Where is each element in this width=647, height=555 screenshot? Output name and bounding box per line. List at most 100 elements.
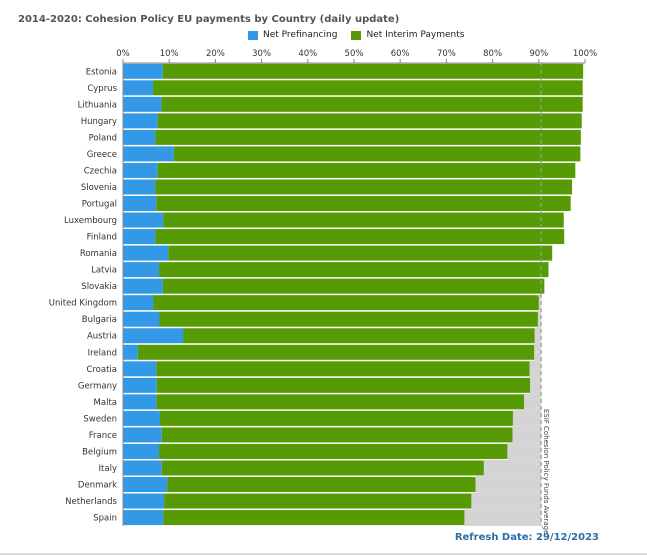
bar-net-interim-payments xyxy=(137,344,535,360)
bar-net-prefinancing xyxy=(123,361,157,377)
bar-net-interim-payments xyxy=(163,510,465,526)
legend-label-prefinancing: Net Prefinancing xyxy=(263,30,338,40)
category-label: Slovakia xyxy=(81,282,117,292)
x-tick-label: 20% xyxy=(206,49,225,59)
bar-net-interim-payments xyxy=(155,179,573,195)
average-gap-fill xyxy=(475,476,542,493)
average-gap-fill xyxy=(534,344,542,361)
bar-net-prefinancing xyxy=(123,212,164,228)
bar-net-interim-payments xyxy=(173,146,581,162)
x-tick-label: 10% xyxy=(160,49,179,59)
category-label: Slovenia xyxy=(81,183,117,193)
legend-item-prefinancing[interactable]: Net Prefinancing xyxy=(248,30,337,40)
category-label: France xyxy=(89,431,117,441)
average-gap-fill xyxy=(529,360,542,378)
bar-net-interim-payments xyxy=(163,212,564,228)
bar-net-prefinancing xyxy=(123,328,184,344)
refresh-date: Refresh Date: 29/12/2023 xyxy=(454,532,599,543)
bar-net-prefinancing xyxy=(123,460,162,476)
average-line-label: ESIF Cohesion Policy Funds Average xyxy=(542,409,550,535)
category-label: Greece xyxy=(87,150,117,160)
bar-net-prefinancing xyxy=(123,443,160,459)
average-gap-fill xyxy=(471,492,542,510)
bar-net-interim-payments xyxy=(156,196,571,212)
category-label: Hungary xyxy=(81,117,117,127)
x-tick-label: 50% xyxy=(345,49,364,59)
legend-swatch-prefinancing xyxy=(248,30,258,40)
chart-legend: Net Prefinancing Net Interim Payments xyxy=(248,30,464,40)
bar-net-prefinancing xyxy=(123,493,165,509)
average-gap-fill xyxy=(538,294,542,311)
category-label: Austria xyxy=(87,332,117,342)
bar-net-interim-payments xyxy=(162,278,545,294)
bar-net-interim-payments xyxy=(156,394,525,410)
category-label: Estonia xyxy=(86,67,117,77)
category-label: Spain xyxy=(93,514,117,524)
bar-net-interim-payments xyxy=(155,129,581,145)
bar-net-interim-payments xyxy=(168,245,553,261)
bar-net-interim-payments xyxy=(159,410,513,426)
bar-net-interim-payments xyxy=(164,493,472,509)
category-label: Latvia xyxy=(91,266,117,276)
category-label: Belgium xyxy=(82,447,117,457)
average-gap-fill xyxy=(464,509,542,526)
average-gap-fill xyxy=(483,459,542,477)
bar-net-prefinancing xyxy=(123,510,164,526)
category-label: Denmark xyxy=(78,481,117,491)
average-gap-fill xyxy=(534,327,542,345)
x-tick-label: 0% xyxy=(116,49,130,59)
category-label: Bulgaria xyxy=(82,315,117,325)
chart-title: 2014-2020: Cohesion Policy EU payments b… xyxy=(18,14,400,25)
bar-net-interim-payments xyxy=(153,295,539,311)
category-label: Italy xyxy=(99,464,117,474)
category-label: United Kingdom xyxy=(49,299,117,309)
bar-net-prefinancing xyxy=(123,146,174,162)
x-tick-label: 70% xyxy=(437,49,456,59)
bar-net-prefinancing xyxy=(123,96,162,112)
bar-net-interim-payments xyxy=(162,63,584,79)
category-label: Luxembourg xyxy=(64,216,117,226)
bar-net-prefinancing xyxy=(123,196,157,212)
x-tick-label: 90% xyxy=(529,49,548,59)
bar-net-prefinancing xyxy=(123,311,160,327)
bar-net-prefinancing xyxy=(123,245,169,261)
bottom-divider xyxy=(0,553,647,555)
x-tick-label: 100% xyxy=(573,49,597,59)
bar-net-prefinancing xyxy=(123,427,162,443)
category-label: Finland xyxy=(87,233,117,243)
average-gap-fill xyxy=(530,377,542,394)
legend-swatch-interim xyxy=(351,30,362,40)
bar-net-interim-payments xyxy=(157,113,582,129)
average-gap-fill xyxy=(537,310,542,328)
bar-net-interim-payments xyxy=(161,460,484,476)
bar-net-prefinancing xyxy=(123,410,160,426)
category-label: Croatia xyxy=(86,365,117,375)
bar-net-interim-payments xyxy=(183,328,535,344)
average-gap-fill xyxy=(507,443,542,460)
category-label: Czechia xyxy=(84,166,117,176)
bar-net-prefinancing xyxy=(123,278,163,294)
legend-label-interim: Net Interim Payments xyxy=(366,30,465,40)
average-gap-fill xyxy=(512,410,542,427)
bar-net-prefinancing xyxy=(123,229,156,245)
bar-net-prefinancing xyxy=(123,477,168,493)
bar-net-prefinancing xyxy=(123,80,154,96)
bar-net-interim-payments xyxy=(159,443,508,459)
bar-net-prefinancing xyxy=(123,377,157,393)
x-tick-label: 40% xyxy=(298,49,317,59)
bar-net-interim-payments xyxy=(156,377,531,393)
bar-net-interim-payments xyxy=(155,229,565,245)
legend-item-interim[interactable]: Net Interim Payments xyxy=(351,30,464,40)
bar-net-prefinancing xyxy=(123,295,154,311)
bar-net-prefinancing xyxy=(123,179,156,195)
category-label: Poland xyxy=(89,133,117,143)
bar-net-interim-payments xyxy=(159,311,538,327)
bar-net-prefinancing xyxy=(123,129,156,145)
bar-net-prefinancing xyxy=(123,262,160,278)
category-label: Malta xyxy=(94,398,117,408)
bar-net-prefinancing xyxy=(123,344,138,360)
bar-net-prefinancing xyxy=(123,394,157,410)
bar-net-interim-payments xyxy=(167,477,476,493)
category-label: Ireland xyxy=(88,348,117,358)
bar-net-interim-payments xyxy=(153,80,583,96)
